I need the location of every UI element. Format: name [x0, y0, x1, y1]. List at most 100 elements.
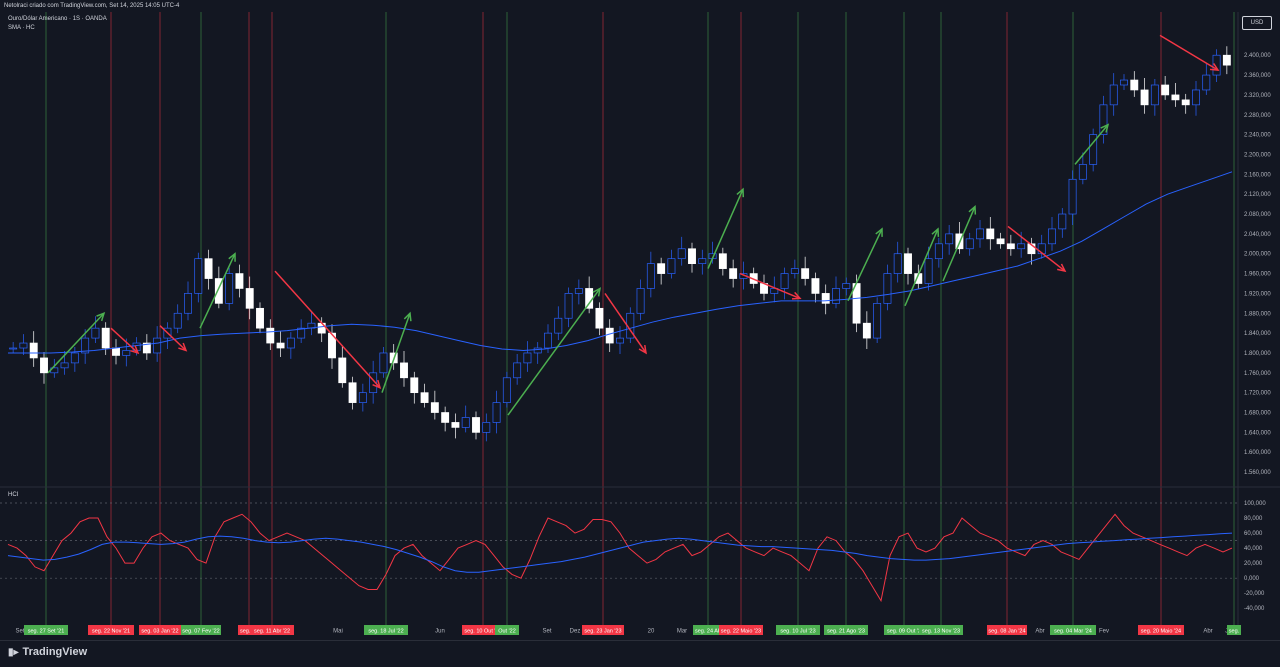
candle-body: [348, 382, 357, 403]
price-tick-label: 2.120,000: [1244, 192, 1271, 198]
candle-body: [379, 352, 388, 374]
price-tick-label: 2.040,000: [1244, 232, 1271, 238]
candle-body: [811, 278, 820, 294]
hci-tick-label: 20,000: [1244, 561, 1263, 567]
signal-badge: [1138, 625, 1184, 635]
signal-badge-label: seg. 10 Out '22: [464, 629, 501, 635]
signal-badge: [1227, 625, 1241, 635]
hci-signal-line: [7, 532, 1233, 573]
candle-body: [801, 268, 810, 279]
candle-body: [1006, 243, 1015, 250]
signal-badge: [139, 625, 181, 635]
candle-body: [184, 293, 192, 314]
candle-body: [173, 312, 182, 329]
trend-arrow-head: [372, 379, 382, 389]
price-tick-label: 2.080,000: [1244, 212, 1271, 218]
trend-arrow-shaft: [274, 270, 381, 389]
candle-body: [1171, 94, 1180, 101]
signal-badge: [88, 625, 134, 635]
time-axis-label: Abr: [1203, 629, 1212, 635]
hci-tick-label: -40,000: [1244, 606, 1265, 612]
candle-body: [616, 337, 624, 344]
tradingview-icon: ▮▸: [8, 647, 19, 658]
trend-arrow-head: [736, 187, 745, 198]
ma-legend[interactable]: SMA · HC: [8, 25, 35, 31]
trend-arrow-shaft: [1159, 34, 1219, 71]
candle-body: [832, 288, 840, 304]
candle-body: [976, 228, 984, 240]
price-tick-label: 1.680,000: [1244, 411, 1271, 417]
candle-body: [461, 417, 470, 428]
signal-badge-label: seg. 20 Maio '24: [1141, 629, 1181, 635]
candle-body: [544, 332, 552, 349]
candle-body: [1099, 104, 1108, 135]
time-axis-label: 20: [648, 629, 655, 635]
time-axis-label: Abr: [1035, 629, 1044, 635]
candle-body: [554, 317, 563, 334]
signal-badge-label: seg. 04 Mar '24: [1054, 629, 1092, 635]
tradingview-logo[interactable]: ▮▸ TradingView: [8, 646, 87, 658]
oscillator-legend[interactable]: HCI: [8, 492, 19, 498]
signal-badge-label: seg.: [1229, 629, 1240, 635]
price-tick-label: 2.400,000: [1244, 53, 1271, 59]
trend-arrow-head: [1057, 263, 1067, 273]
price-tick-label: 2.000,000: [1244, 252, 1271, 258]
trend-arrow-shaft: [1007, 225, 1066, 272]
candle-body: [430, 402, 439, 413]
trend-arrow-shaft: [847, 228, 883, 302]
signal-badge-label: seg. 21 Ago '23: [827, 629, 865, 635]
candle-body: [1161, 84, 1170, 96]
price-tick-label: 2.160,000: [1244, 172, 1271, 178]
signal-badge-label: seg. 03 Jan '22: [141, 629, 178, 635]
price-tick-label: 1.880,000: [1244, 311, 1271, 317]
candle-body: [873, 302, 882, 339]
candle-body: [780, 273, 789, 289]
candle-body: [472, 417, 480, 433]
chart-canvas[interactable]: 2.400,000 2.360,000 2.320,000 2.280,000 2.24…: [0, 0, 1280, 640]
candle-body: [369, 372, 378, 394]
candle-body: [605, 327, 614, 344]
candle-body: [965, 238, 974, 250]
price-tick-label: 1.560,000: [1244, 470, 1271, 476]
signal-badge-label: seg. 09 Out '2: [887, 629, 921, 635]
candle-body: [1222, 54, 1231, 66]
candle-body: [1048, 228, 1056, 245]
trend-arrow-shaft: [47, 312, 105, 374]
candle-body: [91, 327, 100, 339]
candle-body: [636, 288, 645, 314]
trend-arrow-shaft: [904, 228, 939, 307]
candle-body: [9, 347, 18, 350]
candle-body: [893, 253, 902, 274]
candle-body: [122, 350, 131, 356]
trend-arrow-head: [791, 291, 802, 300]
candle-body: [1130, 79, 1139, 91]
candle-body: [842, 283, 851, 289]
trend-arrow-shaft: [739, 272, 801, 300]
candle-body: [718, 253, 727, 269]
signal-badge-label: seg. 23 Jan '23: [584, 629, 621, 635]
candle-body: [245, 288, 254, 309]
candle-body: [101, 327, 110, 349]
candle-body: [1017, 243, 1026, 250]
trend-arrow-head: [968, 204, 977, 215]
currency-label[interactable]: USD: [1242, 16, 1272, 30]
trend-arrow-shaft: [707, 188, 744, 269]
symbol-legend[interactable]: Ouro/Dólar Americano · 1S · OANDA: [8, 16, 107, 22]
signal-badge: [238, 625, 260, 635]
candle-body: [667, 258, 676, 274]
signal-badge: [719, 625, 763, 635]
hci-tick-label: 100,000: [1244, 501, 1266, 507]
signal-badge: [462, 625, 504, 635]
trend-arrow-head: [592, 287, 602, 297]
time-axis-label: Set: [542, 629, 551, 635]
candle-body: [1212, 54, 1221, 76]
time-axis-label: Mar: [677, 629, 687, 635]
candle-body: [19, 342, 28, 349]
brand-name: TradingView: [22, 646, 88, 658]
footer-bar: [0, 640, 1280, 667]
price-tick-label: 2.360,000: [1244, 73, 1271, 79]
candle-body: [1150, 84, 1159, 106]
candle-body: [29, 342, 38, 359]
candle-body: [1089, 134, 1098, 165]
candle-body: [276, 342, 285, 349]
